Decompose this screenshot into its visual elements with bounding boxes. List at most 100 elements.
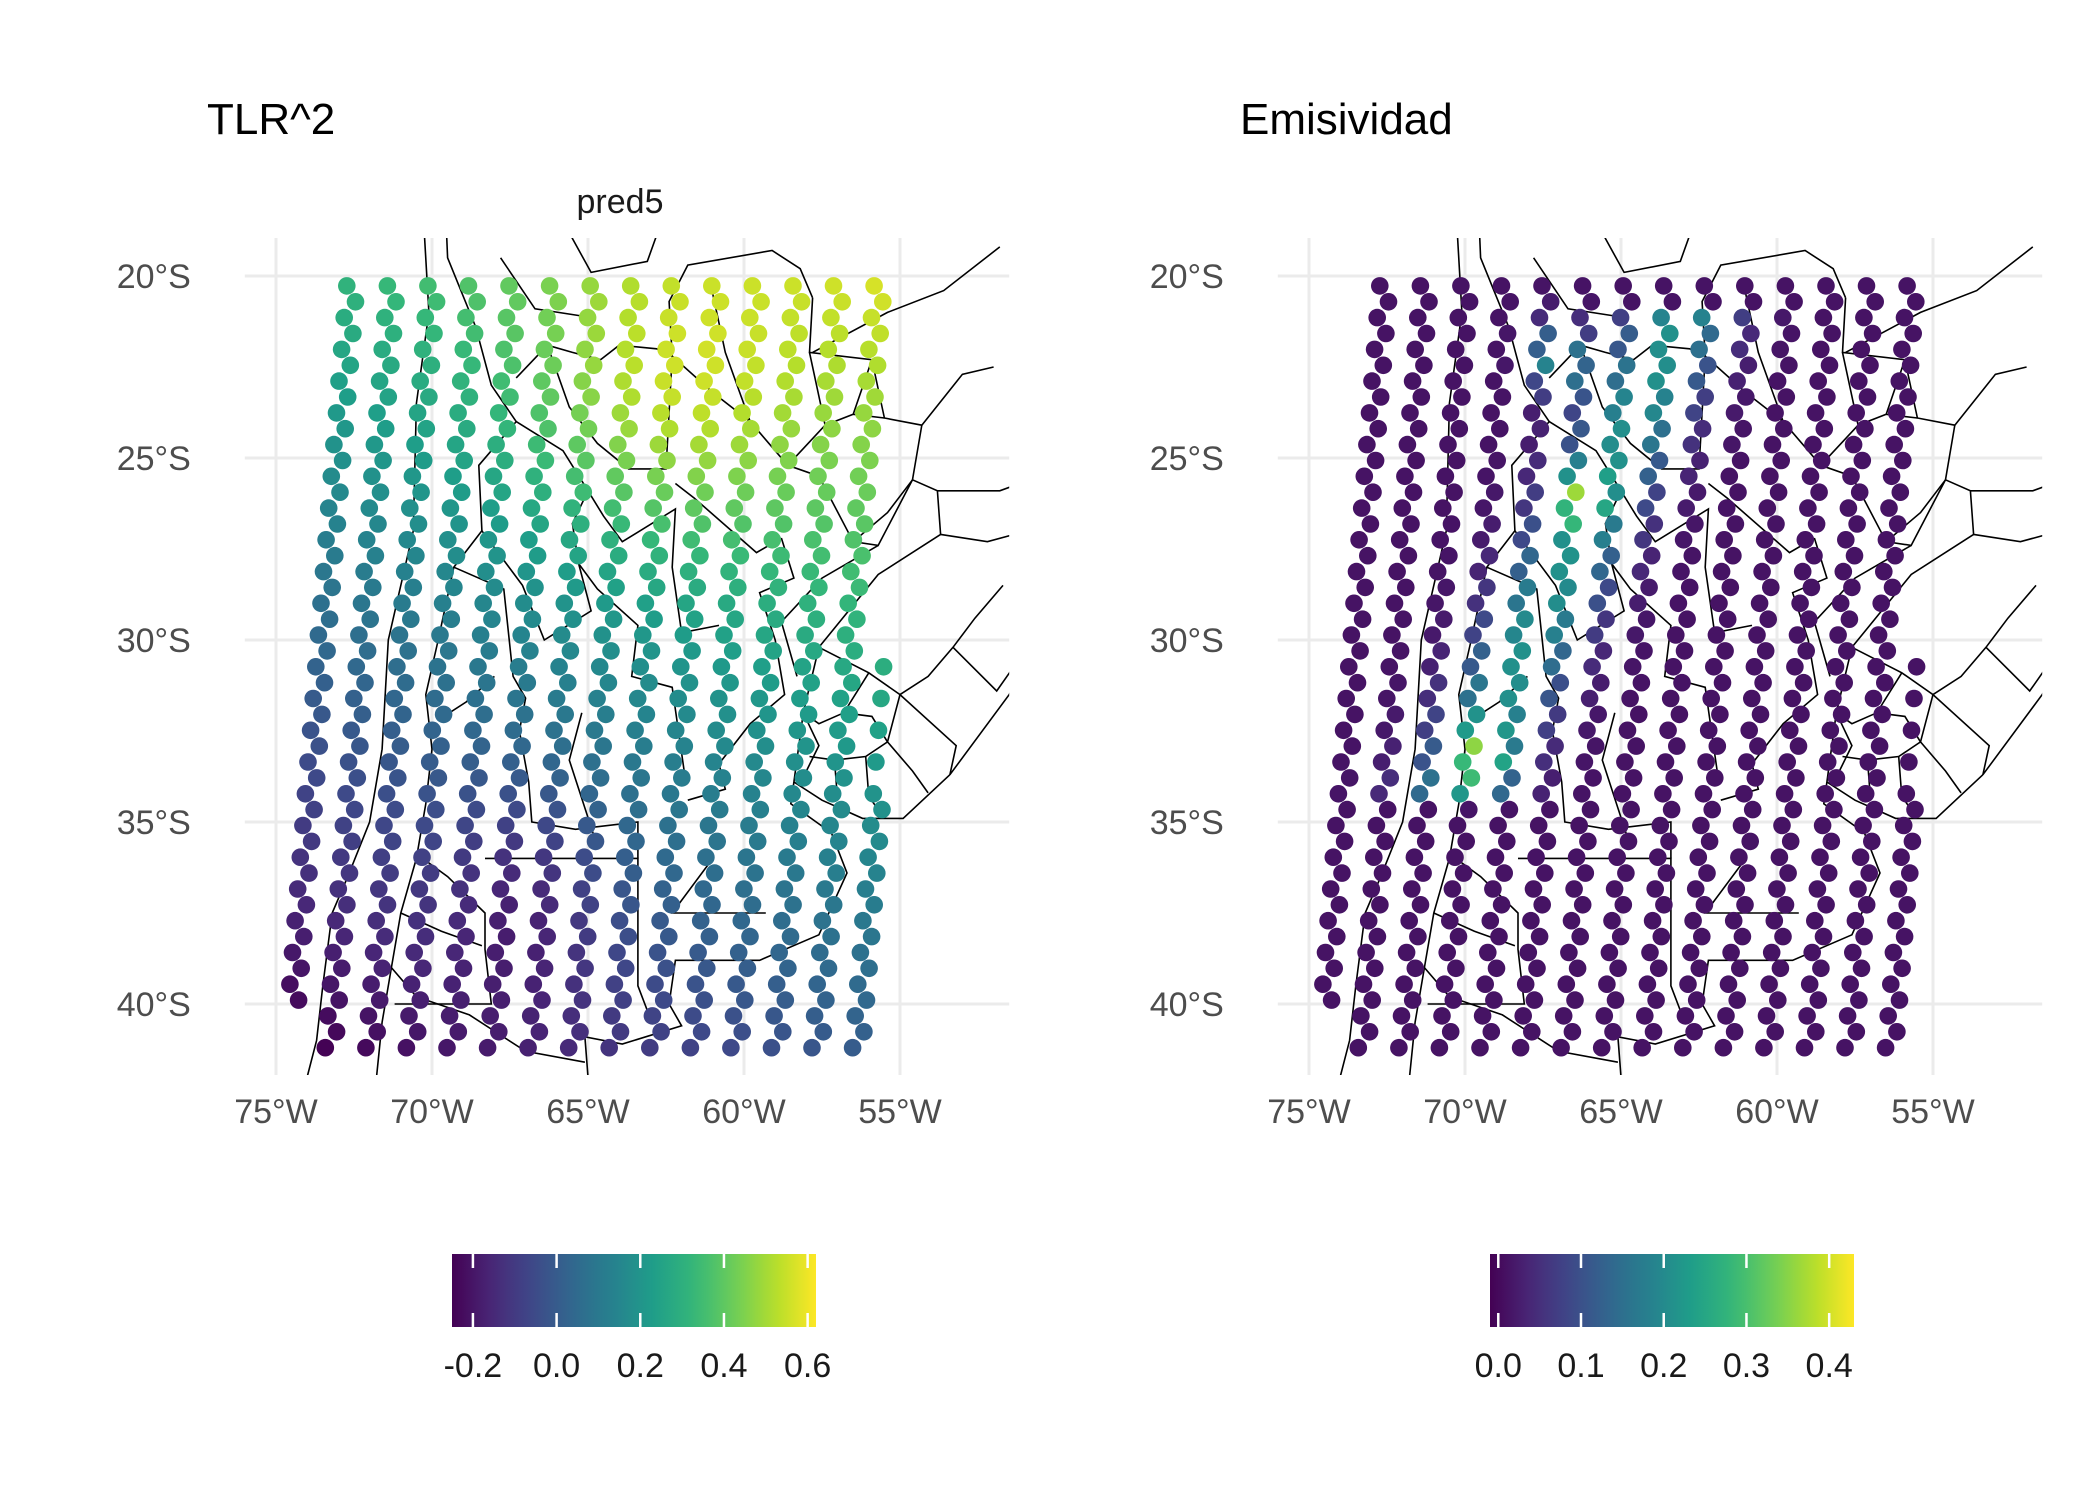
- data-point: [522, 499, 541, 517]
- data-point: [1525, 991, 1544, 1009]
- data-point: [1537, 721, 1556, 740]
- data-point: [344, 324, 362, 343]
- data-point: [1499, 689, 1518, 708]
- data-point: [1608, 848, 1626, 866]
- data-point: [1745, 658, 1764, 676]
- data-point: [1733, 308, 1752, 327]
- data-point: [1863, 832, 1881, 851]
- data-point: [857, 372, 876, 390]
- data-point: [402, 975, 421, 993]
- data-point: [1492, 896, 1511, 914]
- data-point: [611, 1023, 630, 1041]
- border-line: [499, 257, 582, 317]
- colorbar: [452, 1254, 816, 1327]
- data-point: [1635, 642, 1653, 660]
- data-point: [1731, 959, 1749, 978]
- data-point: [648, 943, 667, 962]
- data-point: [1623, 658, 1642, 676]
- data-point: [1321, 880, 1340, 898]
- data-point: [860, 959, 878, 978]
- data-point: [325, 435, 343, 454]
- data-point: [569, 546, 587, 565]
- data-point: [1824, 689, 1842, 708]
- data-point: [1900, 753, 1918, 771]
- data-point: [1573, 277, 1592, 295]
- data-point: [1601, 435, 1619, 454]
- data-point: [1865, 800, 1884, 819]
- data-point: [1852, 340, 1871, 359]
- data-point: [509, 658, 528, 676]
- data-point: [798, 594, 817, 613]
- data-point: [1385, 594, 1404, 613]
- data-point: [797, 737, 815, 755]
- data-point: [1570, 816, 1588, 835]
- data-point: [701, 419, 719, 438]
- data-point: [698, 959, 716, 978]
- data-point: [555, 594, 574, 613]
- data-point: [1800, 975, 1819, 993]
- data-point: [378, 277, 397, 295]
- data-point: [1453, 388, 1471, 406]
- data-point: [1731, 451, 1750, 470]
- data-point: [643, 1007, 662, 1025]
- data-point: [307, 769, 326, 787]
- data-point: [1819, 864, 1838, 882]
- data-point: [1676, 1007, 1695, 1025]
- data-point: [1446, 848, 1464, 866]
- data-point: [774, 1023, 792, 1041]
- data-point: [1849, 880, 1867, 898]
- data-point: [692, 404, 711, 422]
- data-point: [1652, 927, 1671, 946]
- data-point: [1356, 578, 1374, 597]
- data-point: [582, 388, 600, 406]
- data-point: [1479, 435, 1498, 454]
- data-point: [1821, 721, 1840, 740]
- data-point: [1836, 1038, 1854, 1057]
- data-point: [675, 737, 694, 755]
- data-point: [1763, 435, 1782, 454]
- data-point: [1401, 1023, 1419, 1041]
- data-point: [352, 594, 371, 613]
- data-point: [1629, 594, 1647, 613]
- data-point: [814, 404, 832, 422]
- data-point: [1481, 911, 1500, 930]
- data-point: [543, 864, 562, 882]
- data-point: [852, 435, 870, 454]
- data-point: [1482, 404, 1500, 422]
- data-point: [810, 578, 828, 597]
- data-point: [521, 642, 539, 660]
- data-point: [1879, 1007, 1897, 1025]
- data-point: [571, 1023, 589, 1041]
- data-point: [1650, 451, 1669, 470]
- data-point: [1780, 356, 1798, 375]
- data-point: [844, 531, 863, 549]
- data-point: [446, 943, 464, 962]
- data-point: [1728, 991, 1746, 1009]
- data-point: [744, 388, 763, 406]
- data-point: [1644, 1023, 1663, 1041]
- data-point: [515, 594, 533, 613]
- data-point: [503, 864, 521, 882]
- data-point: [1835, 673, 1853, 692]
- data-point: [452, 991, 470, 1009]
- data-point: [457, 308, 475, 327]
- data-point: [1330, 896, 1349, 914]
- data-point: [480, 642, 499, 660]
- data-point: [438, 1038, 456, 1057]
- data-point: [1467, 705, 1486, 724]
- data-point: [754, 769, 772, 787]
- data-point: [1679, 975, 1697, 993]
- data-point: [1610, 451, 1628, 470]
- data-point: [339, 753, 358, 771]
- data-point: [1599, 578, 1618, 597]
- data-point: [536, 451, 555, 470]
- data-point: [1672, 562, 1690, 581]
- data-point: [1718, 610, 1737, 628]
- data-point: [1556, 610, 1575, 628]
- data-point: [1526, 483, 1544, 502]
- data-point: [1721, 578, 1740, 597]
- data-point: [1893, 959, 1911, 978]
- data-point: [780, 816, 799, 835]
- data-point: [870, 832, 889, 851]
- data-point: [1333, 864, 1351, 882]
